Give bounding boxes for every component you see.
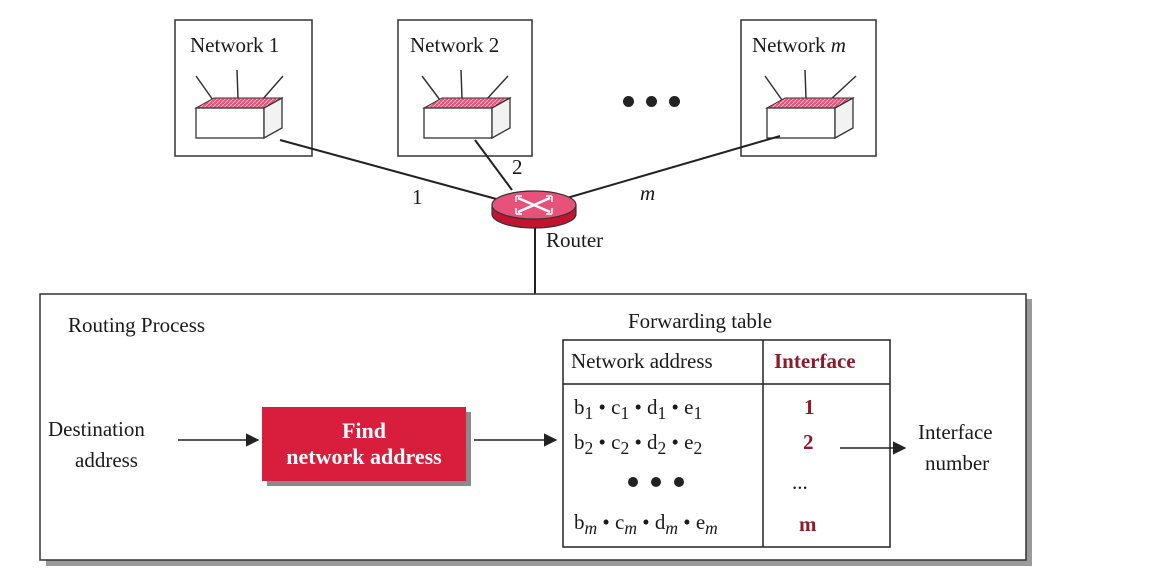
find-network-address-box: Find network address xyxy=(262,407,466,481)
link-m xyxy=(559,135,781,201)
link-2 xyxy=(474,139,513,191)
link-2-label: 2 xyxy=(512,155,523,179)
forwarding-table-title: Forwarding table xyxy=(628,309,773,333)
find-box-line1: Find xyxy=(341,417,387,443)
interface-number-label-line1: Interface xyxy=(918,420,993,444)
router-icon xyxy=(491,190,577,229)
link-1 xyxy=(279,139,501,201)
link-m-label: m xyxy=(640,181,656,205)
col-header-network-address: Network address xyxy=(571,349,713,373)
network-m-title: Network m xyxy=(752,33,846,57)
network-1-title: Network 1 xyxy=(190,33,280,57)
network-2-title: Network 2 xyxy=(410,33,500,57)
switch-1-icon xyxy=(194,69,284,140)
table-row-4-interface: m xyxy=(799,512,817,536)
switch-m-icon xyxy=(764,69,857,140)
table-row-4-address: bm • cm • dm • em xyxy=(574,510,718,539)
destination-label-line1: Destination xyxy=(48,417,145,441)
table-row-3-interface: ... xyxy=(792,470,808,494)
switch-2-icon xyxy=(421,69,512,140)
table-row-1-address: b1 • c1 • d1 • e1 xyxy=(574,395,703,424)
table-row-2-address: b2 • c2 • d2 • e2 xyxy=(574,430,703,459)
forwarding-table-grid xyxy=(562,339,891,548)
table-row-2-interface: 2 xyxy=(803,430,814,454)
routing-process-title: Routing Process xyxy=(68,313,206,337)
network-m-box xyxy=(740,19,877,157)
col-header-interface: Interface xyxy=(774,349,856,373)
destination-label-line2: address xyxy=(75,448,138,472)
find-box-line2: network address xyxy=(286,444,442,469)
table-row-1-interface: 1 xyxy=(804,395,815,419)
interface-number-label-line2: number xyxy=(925,451,990,475)
link-1-label: 1 xyxy=(412,185,423,209)
router-label: Router xyxy=(546,228,604,252)
